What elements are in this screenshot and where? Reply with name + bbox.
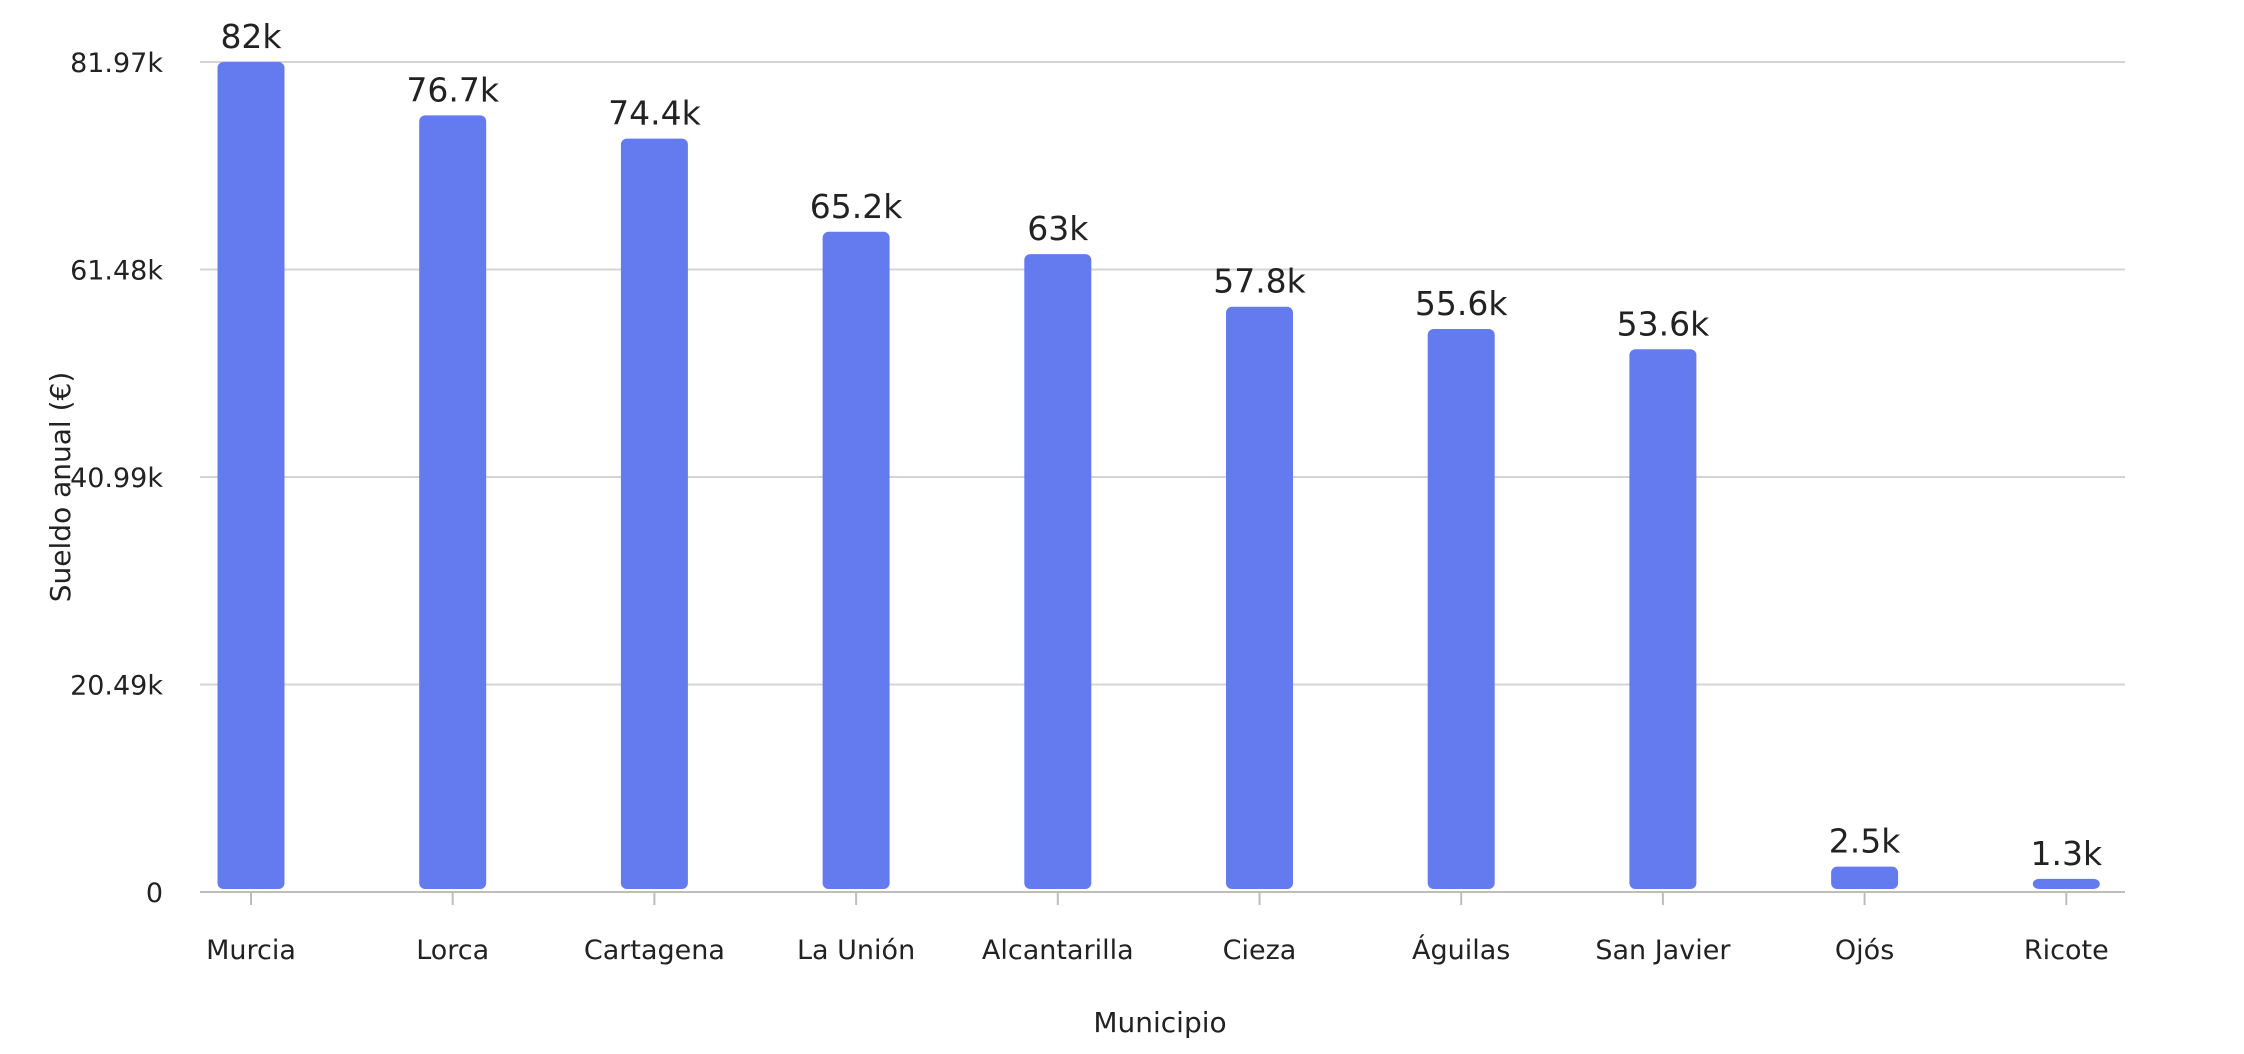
bar [217, 62, 285, 889]
data-label: 55.6k [1415, 284, 1508, 323]
bar [1629, 349, 1697, 889]
y-tick-label: 20.49k [70, 671, 163, 702]
bar [822, 231, 890, 889]
x-tick-label: Cieza [1223, 935, 1297, 966]
x-axis-ticks: Murcia Lorca Cartagena La Unión Alcantarilla… [206, 892, 2109, 966]
bar [1024, 254, 1092, 890]
data-label: 1.3k [2031, 834, 2103, 873]
data-label: 82k [220, 17, 282, 56]
x-tick-label: Murcia [206, 935, 296, 966]
x-tick-label: Águilas [1412, 934, 1510, 966]
y-tick-label: 40.99k [70, 463, 163, 494]
data-label: 57.8k [1213, 262, 1306, 301]
bar [1427, 329, 1495, 889]
y-tick-label: 81.97k [70, 48, 163, 79]
data-label: 76.7k [406, 70, 499, 109]
bar [620, 138, 688, 889]
y-tick-label: 0 [146, 878, 163, 909]
data-label: 2.5k [1829, 822, 1901, 861]
y-axis-ticks: 0 20.49k 40.99k 61.48k 81.97k [70, 48, 163, 909]
data-label: 63k [1027, 209, 1089, 248]
bars [217, 62, 2100, 890]
gridlines [200, 61, 2125, 893]
data-labels: 82k 76.7k 74.4k 65.2k 63k 57.8k 55.6k 53.6k 2.5k… [220, 17, 2103, 873]
x-tick-label: La Unión [797, 935, 915, 966]
x-tick-label: Ojós [1835, 935, 1894, 966]
bar [1831, 866, 1899, 889]
data-label: 65.2k [810, 187, 903, 226]
x-tick-label: Cartagena [584, 935, 725, 966]
bar [1226, 306, 1293, 890]
x-tick-label: San Javier [1595, 935, 1731, 966]
data-label: 74.4k [608, 94, 701, 133]
bar [2032, 878, 2100, 889]
x-tick-label: Alcantarilla [982, 935, 1134, 966]
bar [419, 115, 487, 890]
x-tick-label: Lorca [416, 935, 489, 966]
data-label: 53.6k [1617, 304, 1710, 343]
x-axis-title: Municipio [1093, 1006, 1226, 1039]
x-tick-label: Ricote [2024, 935, 2109, 966]
y-tick-label: 61.48k [70, 255, 163, 286]
y-axis-title: Sueldo anual (€) [44, 372, 77, 602]
